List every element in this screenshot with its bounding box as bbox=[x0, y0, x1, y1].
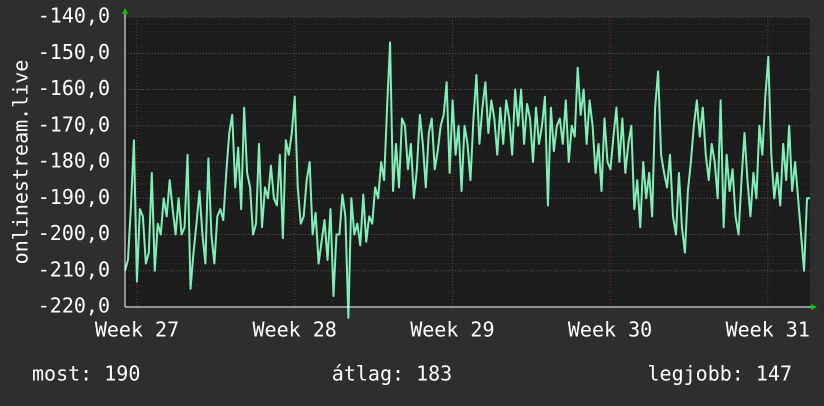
x-tick-label: Week 31 bbox=[726, 318, 810, 342]
y-tick-label: -210,0 bbox=[38, 257, 110, 281]
y-tick-label: -170,0 bbox=[38, 112, 110, 136]
stat-current: most: 190 bbox=[32, 362, 140, 386]
x-tick-label: Week 29 bbox=[410, 318, 494, 342]
y-arrow bbox=[122, 8, 128, 14]
x-tick-label: Week 27 bbox=[95, 318, 179, 342]
y-tick-label: -150,0 bbox=[38, 40, 110, 64]
y-axis-label: onlinestream.live bbox=[9, 60, 33, 265]
x-tick-label: Week 28 bbox=[253, 318, 337, 342]
stat-average: átlag: 183 bbox=[332, 362, 452, 386]
y-tick-label: -180,0 bbox=[38, 149, 110, 173]
x-tick-label: Week 30 bbox=[568, 318, 652, 342]
x-arrow bbox=[811, 304, 817, 310]
y-tick-label: -200,0 bbox=[38, 221, 110, 245]
data-line bbox=[124, 41, 810, 319]
stat-best: legjobb: 147 bbox=[648, 362, 793, 386]
y-tick-label: -160,0 bbox=[38, 76, 110, 100]
y-tick-label: -220,0 bbox=[38, 294, 110, 318]
y-tick-label: -190,0 bbox=[38, 185, 110, 209]
y-tick-label: -140,0 bbox=[38, 4, 110, 28]
